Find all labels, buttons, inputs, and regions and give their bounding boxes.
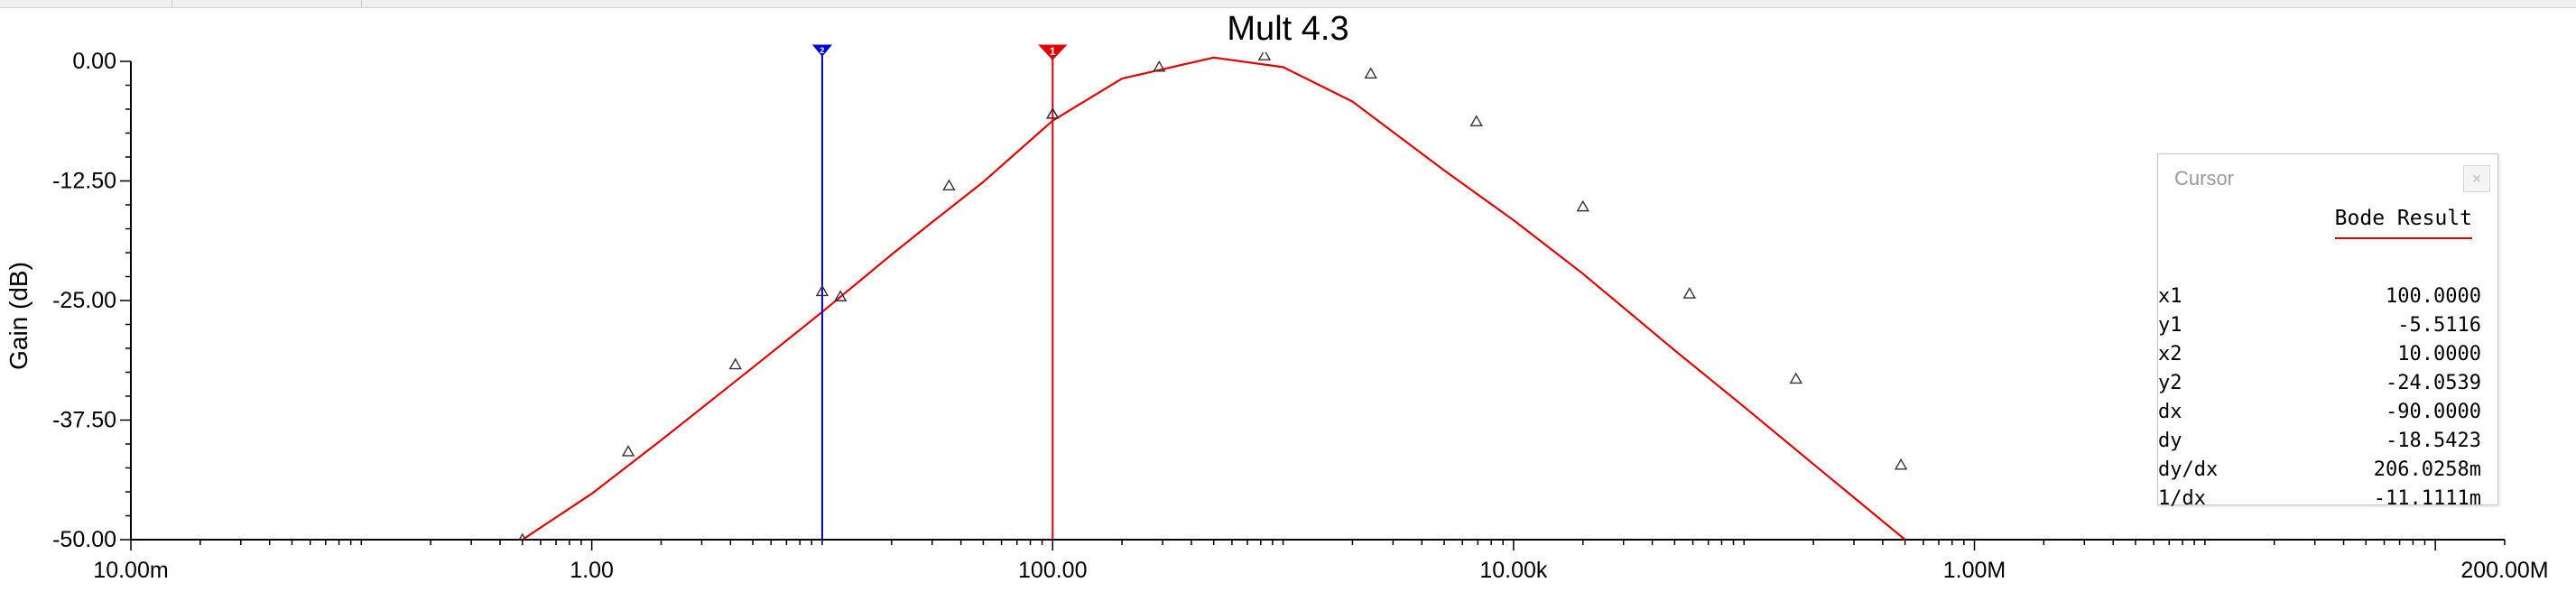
y-axis-label: Gain (dB) — [5, 262, 32, 370]
readout-row: dy -18.5423 — [2158, 427, 2481, 456]
readout-value: 206.0258m — [2373, 458, 2481, 481]
data-point-marker — [833, 290, 848, 301]
data-point-marker — [1257, 52, 1272, 60]
cursor-readout-table: x1 100.0000 y1 -5.5116 x2 10.0000 y2 -24.053… — [2158, 282, 2481, 513]
cursor-2-label: 2 — [820, 46, 824, 55]
cursor-2-handle-icon — [811, 44, 833, 57]
bode-result-legend: Bode Result — [2334, 207, 2472, 239]
cursor-panel-title: Cursor — [2174, 167, 2235, 190]
data-point-marker — [728, 357, 742, 370]
gain-curve — [522, 56, 1907, 540]
readout-label: x2 — [2158, 343, 2182, 365]
y-tick-label: 0.00 — [72, 49, 116, 74]
readout-row: dx -90.0000 — [2158, 398, 2481, 427]
tab-second[interactable] — [171, 0, 362, 7]
readout-row: 1/dx -11.1111m — [2158, 485, 2481, 513]
y-tick-labels: 0.00 -12.50 -25.00 -37.50 -50.00 — [52, 49, 116, 552]
data-point-marker — [1364, 67, 1377, 79]
x-tick-label: 100.00 — [1018, 558, 1087, 583]
data-point-marker — [1682, 287, 1697, 299]
x-tick-label: 10.00m — [93, 558, 168, 583]
x-tick-labels: 10.00m 1.00 100.00 10.00k 1.00M 200.00M — [93, 558, 2548, 583]
x-tick-label: 10.00k — [1479, 558, 1548, 583]
cursor-panel[interactable]: Cursor × Bode Result x1 100.0000 y1 -5.511… — [2157, 153, 2498, 510]
data-point-marker — [1576, 199, 1589, 212]
readout-row: dy/dx 206.0258m — [2158, 456, 2481, 485]
close-icon[interactable]: × — [2463, 165, 2490, 192]
data-point-marker — [1894, 458, 1908, 470]
axes — [120, 60, 2506, 550]
top-tab-strip — [0, 0, 2576, 8]
cursor-1-intersection-marker — [1046, 107, 1060, 119]
readout-value: -90.0000 — [2386, 401, 2481, 423]
readout-row: y1 -5.5116 — [2158, 311, 2481, 340]
data-point-marker — [1153, 60, 1166, 72]
readout-value: 100.0000 — [2386, 285, 2481, 308]
readout-row: y2 -24.0539 — [2158, 369, 2481, 398]
readout-value: -11.1111m — [2373, 487, 2481, 510]
readout-label: y2 — [2158, 372, 2182, 394]
cursor-2-intersection-marker — [815, 284, 829, 297]
y-tick-label: -37.50 — [52, 408, 116, 433]
data-point-marker — [1789, 372, 1802, 384]
x-tick-label: 1.00 — [570, 558, 614, 583]
cursor-layer[interactable]: 12 — [811, 44, 1068, 540]
series-layer — [518, 52, 1908, 540]
readout-value: 10.0000 — [2397, 343, 2481, 365]
readout-value: -18.5423 — [2386, 430, 2481, 452]
data-point-marker — [1469, 115, 1483, 126]
tab-left[interactable] — [0, 0, 172, 7]
readout-label: x1 — [2158, 285, 2182, 308]
data-point-marker — [942, 179, 956, 191]
readout-label: dy — [2158, 430, 2182, 452]
data-point-marker — [518, 532, 527, 540]
y-tick-label: -50.00 — [52, 527, 116, 552]
x-tick-label: 1.00M — [1943, 558, 2006, 583]
readout-label: dy/dx — [2158, 458, 2219, 481]
data-point-marker — [621, 445, 635, 457]
y-tick-label: -25.00 — [52, 288, 116, 313]
cursor-1-label: 1 — [1050, 45, 1056, 58]
readout-row: x2 10.0000 — [2158, 340, 2481, 369]
y-tick-label: -12.50 — [52, 169, 116, 194]
chart-title: Mult 4.3 — [1227, 10, 1348, 48]
readout-value: -5.5116 — [2397, 314, 2481, 337]
readout-label: dx — [2158, 401, 2182, 423]
cursor-1-handle-icon — [1038, 44, 1068, 60]
readout-label: 1/dx — [2158, 487, 2206, 510]
x-tick-label: 200.00M — [2460, 558, 2548, 583]
readout-value: -24.0539 — [2386, 372, 2481, 394]
readout-row: x1 100.0000 — [2158, 282, 2481, 311]
readout-label: y1 — [2158, 314, 2182, 337]
